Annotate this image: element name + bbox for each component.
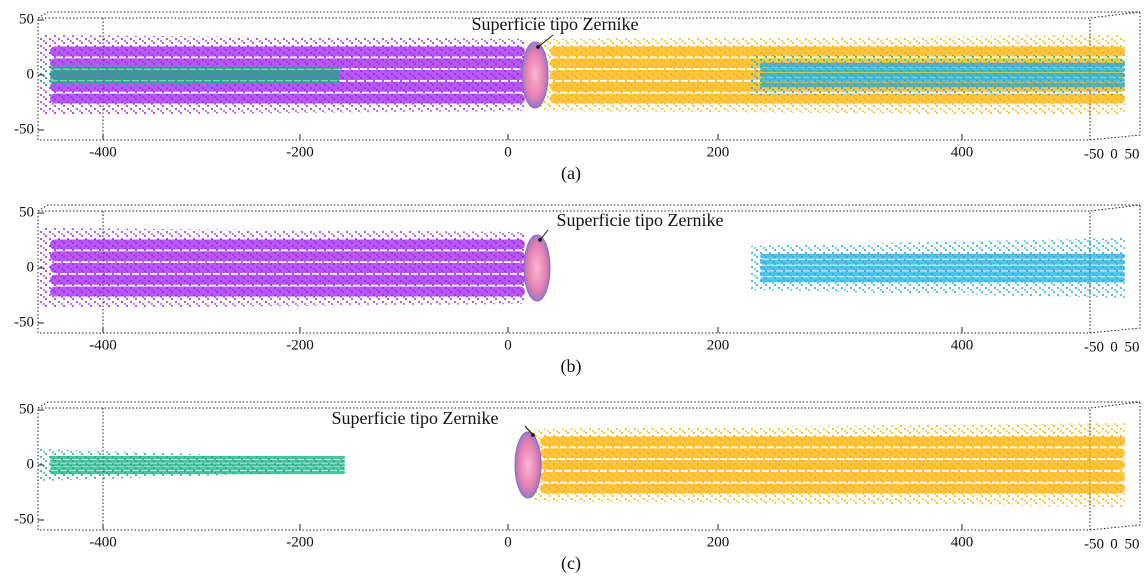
depth-tick-label: 0: [1110, 146, 1118, 162]
y-tick-label: 0: [27, 259, 35, 275]
annotation-arrow: [524, 425, 534, 436]
cloud-band: [760, 77, 1125, 83]
x-tick-label: 200: [707, 337, 730, 353]
axes-box-depth: [37, 11, 1141, 19]
annotation: Superficie tipo Zernike: [557, 210, 724, 230]
cloud-band: [760, 277, 1125, 283]
axes-box-depth: [37, 401, 1141, 409]
x-tick-label: 200: [707, 534, 730, 550]
cloud-band: [50, 66, 340, 70]
cloud-band: [50, 463, 345, 467]
panel: Superficie tipo Zernike 50 0 -50 -400 -200 0 20…: [14, 11, 1141, 184]
cloud-band: [50, 73, 340, 77]
zernike-surface: [521, 41, 549, 109]
y-tick-label: 50: [19, 204, 34, 220]
caption: (a): [561, 163, 581, 184]
axes-box-depth: [37, 204, 1141, 212]
arrow-head: [536, 45, 540, 49]
cloud-band: [540, 483, 1125, 494]
cloud-band: [50, 46, 525, 57]
cloud-band: [760, 259, 1125, 265]
depth-tick-label: 0: [1110, 339, 1118, 355]
cloud-band: [760, 265, 1125, 271]
cloud-band: [50, 76, 340, 80]
x-tick-label: -400: [89, 534, 117, 550]
cloud-band: [760, 62, 1125, 68]
cloud-band: [50, 455, 345, 460]
x-tick-label: -200: [286, 337, 314, 353]
annotation-arrow: [537, 34, 554, 48]
cloud-band: [760, 253, 1125, 259]
y-tick-label: -50: [14, 314, 34, 330]
cloud-band: [540, 436, 1125, 447]
caption: (b): [561, 356, 582, 377]
annotation: Superficie tipo Zernike: [332, 408, 499, 428]
y-tick-label: 50: [19, 401, 34, 417]
cloud-band: [50, 70, 340, 74]
cloud-band: [50, 286, 525, 297]
zernike-surface: [523, 234, 551, 302]
depth-tick-label: 50: [1125, 536, 1140, 552]
x-tick-label: -200: [286, 144, 314, 160]
x-tick-label: 0: [504, 337, 512, 353]
cloud-band: [540, 459, 1125, 471]
x-tick-label: 400: [951, 337, 974, 353]
y-tick-label: -50: [14, 121, 34, 137]
x-tick-label: 400: [951, 144, 974, 160]
x-tick-label: 200: [707, 144, 730, 160]
cloud-band: [760, 271, 1125, 277]
cloud-band: [550, 46, 1125, 57]
y-tick-label: 0: [27, 66, 35, 82]
cloud-band: [760, 82, 1125, 88]
cloud-band: [50, 251, 525, 262]
cloud-band: [50, 459, 345, 463]
cloud-band: [540, 448, 1125, 459]
cloud-band: [50, 93, 525, 104]
y-tick-label: 50: [19, 11, 34, 27]
axes-box-depth: [1089, 205, 1141, 334]
x-tick-label: 400: [951, 534, 974, 550]
depth-tick-label: -50: [1084, 146, 1104, 162]
zernike-surface: [514, 431, 542, 499]
depth-tick-label: 50: [1125, 146, 1140, 162]
x-tick-label: -400: [89, 144, 117, 160]
cloud-band: [50, 274, 525, 285]
cloud-band: [50, 239, 525, 250]
annotation: Superficie tipo Zernike: [472, 14, 639, 34]
caption: (c): [561, 553, 581, 574]
x-tick-label: -200: [286, 534, 314, 550]
depth-tick-label: 0: [1110, 536, 1118, 552]
y-tick-label: -50: [14, 511, 34, 527]
cloud-band: [50, 470, 345, 475]
x-tick-label: 0: [504, 534, 512, 550]
panel: Superficie tipo Zernike 50 0 -50 -400 -200 0 20…: [14, 401, 1141, 574]
cloud-band: [50, 80, 340, 84]
cloud-band: [760, 67, 1125, 73]
cloud-band: [50, 262, 525, 274]
depth-tick-label: 50: [1125, 339, 1140, 355]
depth-tick-label: -50: [1084, 536, 1104, 552]
axes-box-depth: [1089, 12, 1141, 141]
axes-box-depth: [1089, 402, 1141, 531]
depth-tick-label: -50: [1084, 339, 1104, 355]
cloud-band: [760, 72, 1125, 78]
panel: Superficie tipo Zernike 50 0 -50 -400 -200 0 20…: [14, 204, 1141, 377]
arrow-head: [531, 433, 535, 437]
cloud-band: [50, 467, 345, 471]
cloud-band: [550, 93, 1125, 104]
x-tick-label: -400: [89, 337, 117, 353]
x-tick-label: 0: [504, 144, 512, 160]
cloud-band: [540, 471, 1125, 482]
arrow-head: [538, 238, 542, 242]
annotation-arrow: [539, 229, 549, 241]
y-tick-label: 0: [27, 456, 35, 472]
